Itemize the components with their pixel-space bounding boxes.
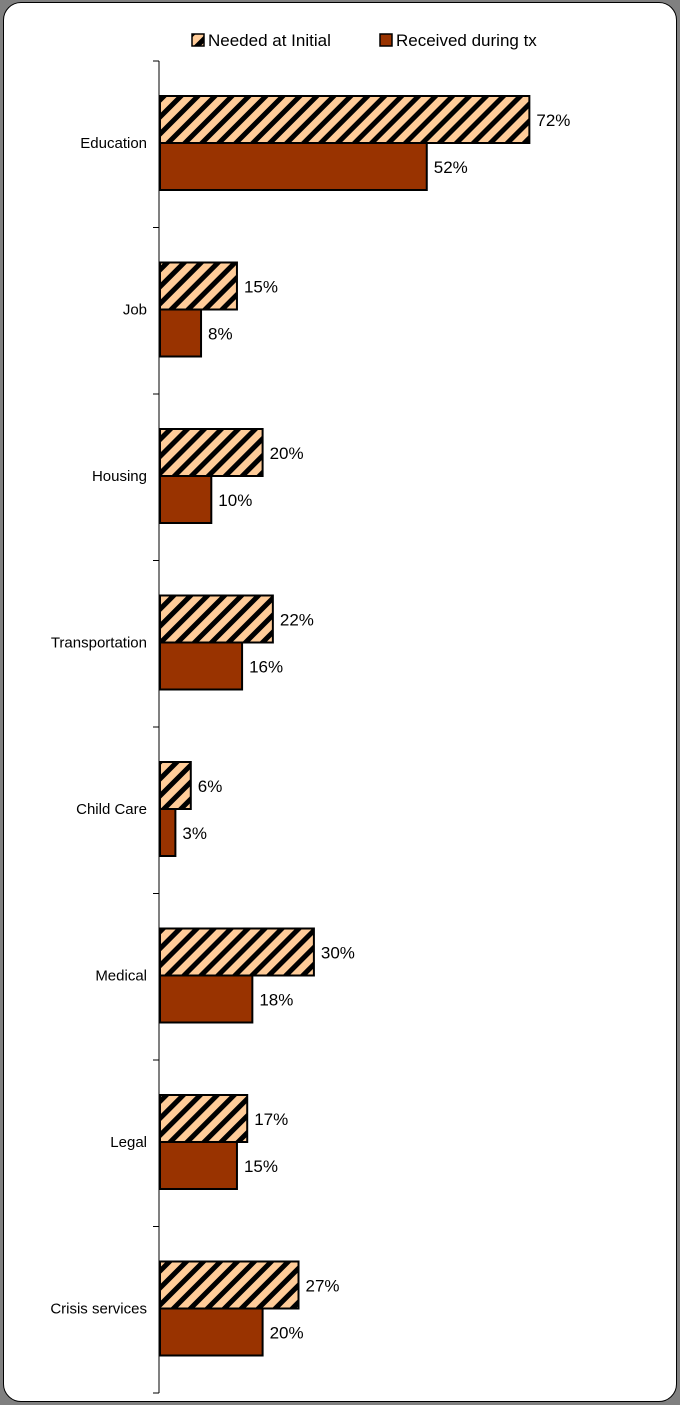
value-label-received-during-tx-legal: 15% (244, 1157, 278, 1176)
bar-needed-at-initial-crisis-services (159, 1260, 300, 1310)
category-label-job: Job (123, 302, 147, 319)
value-label-received-during-tx-job: 8% (208, 325, 233, 344)
bar-received-during-tx-crisis-services (159, 1307, 264, 1357)
bars-group (159, 95, 531, 1357)
value-label-received-during-tx-child-care: 3% (182, 824, 207, 843)
value-label-needed-at-initial-legal: 17% (254, 1110, 288, 1129)
legend-label-received-during-tx: Received during tx (396, 31, 537, 50)
bar-needed-at-initial-legal (159, 1094, 249, 1143)
bar-received-during-tx-job (159, 308, 203, 358)
value-label-needed-at-initial-medical: 30% (321, 944, 355, 963)
chart-panel: Needed at Initial Received during tx Educ… (3, 2, 677, 1402)
bar-needed-at-initial-housing (159, 428, 264, 477)
bar-chart: Needed at Initial Received during tx Educ… (50, 31, 570, 1394)
chart-legend: Needed at Initial Received during tx (191, 31, 537, 50)
category-label-housing: Housing (92, 468, 147, 485)
category-label-crisis-services: Crisis services (50, 1301, 147, 1318)
value-label-received-during-tx-education: 52% (434, 158, 468, 177)
category-label-medical: Medical (95, 968, 147, 985)
value-label-received-during-tx-medical: 18% (259, 991, 293, 1010)
value-label-needed-at-initial-job: 15% (244, 278, 278, 297)
legend-swatch-received-during-tx (379, 33, 393, 47)
category-label-transportation: Transportation (51, 635, 147, 652)
bar-received-during-tx-transportation (159, 641, 244, 691)
value-label-needed-at-initial-child-care: 6% (198, 777, 223, 796)
bar-needed-at-initial-child-care (159, 761, 192, 810)
value-label-received-during-tx-housing: 10% (218, 491, 252, 510)
category-label-education: Education (80, 135, 147, 152)
value-label-received-during-tx-transportation: 16% (249, 658, 283, 677)
value-label-received-during-tx-crisis-services: 20% (270, 1324, 304, 1343)
bar-received-during-tx-medical (159, 974, 254, 1024)
bar-needed-at-initial-job (159, 261, 238, 311)
bar-received-during-tx-child-care (159, 808, 177, 857)
bar-received-during-tx-education (159, 142, 428, 191)
bar-needed-at-initial-education (159, 95, 531, 144)
value-label-needed-at-initial-education: 72% (536, 111, 570, 130)
category-axis (153, 60, 160, 1394)
value-label-needed-at-initial-crisis-services: 27% (306, 1277, 340, 1296)
labels-group: Education 72% 52% Job 15% 8% Housing 20% 10% Tran… (50, 111, 570, 1343)
legend-label-needed-at-initial: Needed at Initial (208, 31, 331, 50)
legend-swatch-needed-at-initial (191, 33, 205, 47)
category-label-legal: Legal (110, 1134, 147, 1151)
category-label-child-care: Child Care (76, 801, 147, 818)
value-label-needed-at-initial-transportation: 22% (280, 611, 314, 630)
bar-received-during-tx-housing (159, 475, 213, 524)
value-label-needed-at-initial-housing: 20% (270, 444, 304, 463)
bar-needed-at-initial-transportation (159, 594, 274, 644)
bar-received-during-tx-legal (159, 1141, 238, 1190)
bar-needed-at-initial-medical (159, 927, 315, 977)
